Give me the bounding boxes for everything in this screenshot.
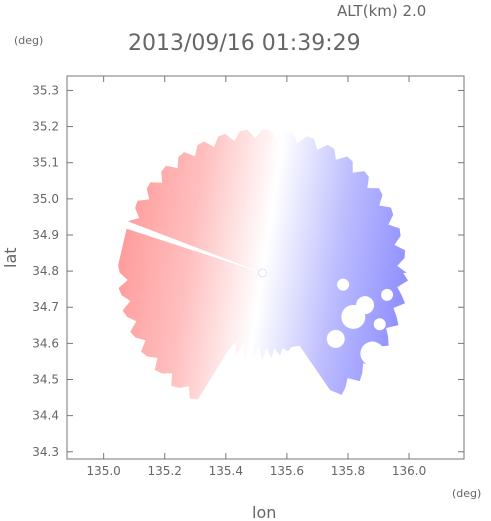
y-tick-label: 34.8 <box>32 264 59 278</box>
no-data-gap <box>341 304 366 329</box>
y-tick-label: 34.6 <box>32 336 59 350</box>
no-data-gap <box>360 341 385 366</box>
y-tick-labels: 34.3 34.4 34.5 34.6 34.7 34.8 34.9 35.0 35.1 35.2… <box>32 83 59 458</box>
x-tick-label: 135.8 <box>331 464 365 478</box>
y-tick-label: 34.4 <box>32 409 59 423</box>
x-tick-labels: 135.0 135.2 135.4 135.6 135.8 136.0 <box>86 464 426 478</box>
y-tick-label: 34.9 <box>32 228 59 242</box>
x-tick-label: 135.0 <box>86 464 120 478</box>
no-data-gap <box>337 278 350 291</box>
plot-frame <box>66 75 465 460</box>
x-tick-label: 135.6 <box>270 464 304 478</box>
velocity-field <box>118 129 408 400</box>
x-unit-label: (deg) <box>452 487 481 500</box>
timestamp-title: 2013/09/16 01:39:29 <box>128 31 361 56</box>
x-tick-label: 136.0 <box>392 464 426 478</box>
y-tick-label: 34.5 <box>32 373 59 387</box>
y-tick-label: 34.3 <box>32 445 59 459</box>
y-axis-title: lat <box>1 247 20 268</box>
y-unit-label: (deg) <box>14 34 43 47</box>
x-axis-title: lon <box>252 503 276 521</box>
no-data-gap <box>373 318 386 331</box>
y-tick-label: 34.7 <box>32 300 59 314</box>
y-tick-label: 35.1 <box>32 156 59 170</box>
no-data-gap <box>326 329 345 348</box>
plot-border <box>66 75 465 460</box>
y-tick-label: 35.0 <box>32 192 59 206</box>
no-data-gap <box>381 288 394 301</box>
x-tick-label: 135.4 <box>209 464 243 478</box>
radar-site-marker <box>257 268 267 278</box>
y-tick-label: 35.2 <box>32 120 59 134</box>
x-tick-label: 135.2 <box>148 464 182 478</box>
altitude-label: ALT(km) 2.0 <box>337 2 426 20</box>
axis-ticks <box>67 76 464 459</box>
y-tick-label: 35.3 <box>32 83 59 97</box>
